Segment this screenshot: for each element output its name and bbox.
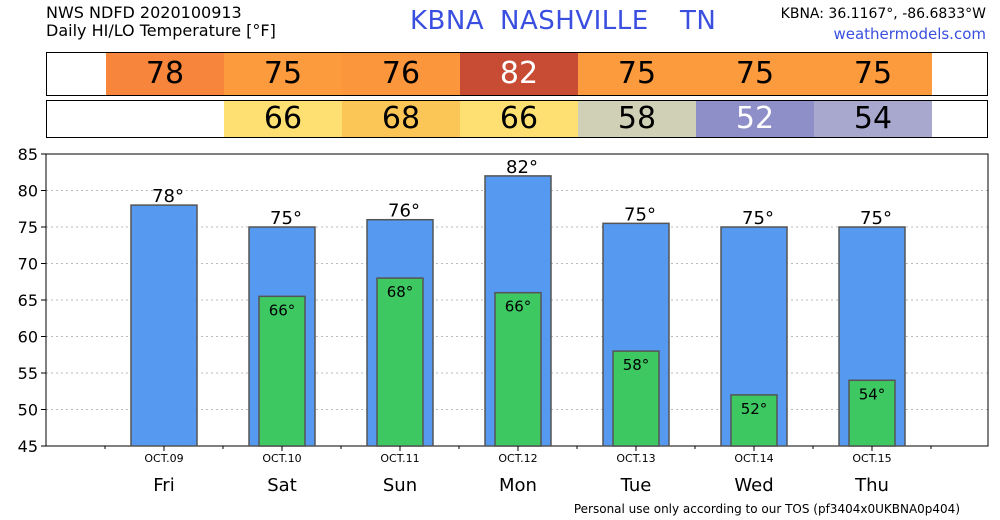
- y-tick-label: 65: [18, 291, 38, 310]
- y-tick-label: 55: [18, 364, 38, 383]
- day-label: Mon: [499, 475, 537, 496]
- low-temp-label: 68°: [387, 283, 414, 301]
- date-label: OCT.11: [380, 452, 419, 465]
- high-temp-cell: 78: [106, 53, 224, 95]
- high-temp-cell: 75: [814, 53, 932, 95]
- day-label: Sat: [267, 475, 297, 496]
- station-code: KBNA: [410, 6, 485, 36]
- y-tick-label: 45: [18, 437, 38, 456]
- low-temp-bar: [494, 291, 542, 447]
- low-temp-cell: 54: [814, 101, 932, 137]
- low-temp-cell: 68: [342, 101, 460, 137]
- y-tick-label: 50: [18, 401, 38, 420]
- low-temp-strip: 66 68 66 58 52 54: [46, 100, 988, 138]
- high-temp-strip: 78 75 76 82 75 75 75: [46, 52, 988, 96]
- model-run-label: NWS NDFD 2020100913: [46, 3, 242, 22]
- low-temp-cell: 52: [696, 101, 814, 137]
- date-label: OCT.10: [262, 452, 301, 465]
- low-temp-label: 66°: [269, 301, 296, 319]
- product-title: NWS NDFD 2020100913 Daily HI/LO Temperat…: [46, 4, 276, 40]
- temperature-bar-chart: 45 50 55 60 65 70 75 80 85 78° OCT.09 Fri 75° 66° OCT.…: [18, 145, 989, 496]
- low-temp-bar: [376, 277, 424, 447]
- station-state: TN: [680, 6, 717, 36]
- low-temp-label: 58°: [623, 356, 650, 374]
- date-label: OCT.13: [616, 452, 655, 465]
- y-tick-label: 70: [18, 255, 38, 274]
- y-tick-label: 80: [18, 182, 38, 201]
- low-temp-bar: [612, 350, 660, 447]
- y-tick-label: 75: [18, 218, 38, 237]
- terms-footer: Personal use only according to our TOS (…: [573, 502, 960, 516]
- high-temp-cell: 82: [460, 53, 578, 95]
- low-temp-cell: 66: [224, 101, 342, 137]
- low-temp-label: 52°: [741, 400, 768, 418]
- day-label: Wed: [734, 475, 773, 496]
- high-temp-label: 82°: [506, 157, 538, 178]
- high-temp-label: 75°: [270, 208, 302, 229]
- high-temp-label: 76°: [388, 201, 420, 222]
- day-label: Thu: [854, 475, 889, 496]
- station-info: KBNA: 36.1167°, -86.6833°W weathermodels…: [781, 4, 986, 44]
- site-link[interactable]: weathermodels.com: [833, 25, 986, 43]
- day-label: Fri: [153, 475, 174, 496]
- high-temp-cell: 76: [342, 53, 460, 95]
- date-label: OCT.12: [498, 452, 537, 465]
- station-coords: KBNA: 36.1167°, -86.6833°W: [780, 6, 986, 22]
- high-temp-label: 75°: [624, 204, 656, 225]
- y-tick-label: 85: [18, 145, 38, 164]
- low-temp-bar: [848, 379, 896, 447]
- high-temp-bar: [130, 204, 198, 447]
- high-temp-label: 75°: [860, 208, 892, 229]
- low-temp-cell: 58: [578, 101, 696, 137]
- low-temp-label: 66°: [505, 298, 532, 316]
- low-temp-cell: [106, 101, 224, 137]
- day-label: Sun: [383, 475, 417, 496]
- high-temp-label: 78°: [152, 186, 184, 207]
- low-temp-bar: [258, 295, 306, 447]
- date-label: OCT.15: [852, 452, 891, 465]
- high-temp-cell: 75: [578, 53, 696, 95]
- low-temp-label: 54°: [859, 385, 886, 403]
- station-city: NASHVILLE: [500, 6, 649, 36]
- date-label: OCT.14: [734, 452, 773, 465]
- y-tick-label: 60: [18, 328, 38, 347]
- low-temp-cell: 66: [460, 101, 578, 137]
- high-temp-cell: 75: [696, 53, 814, 95]
- high-temp-cell: 75: [224, 53, 342, 95]
- date-label: OCT.09: [144, 452, 183, 465]
- high-temp-label: 75°: [742, 208, 774, 229]
- day-label: Tue: [620, 475, 652, 496]
- variable-label: Daily HI/LO Temperature [°F]: [46, 21, 276, 40]
